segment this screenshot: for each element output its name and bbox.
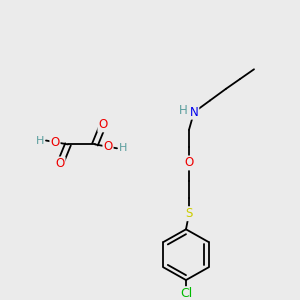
Text: O: O xyxy=(50,136,60,149)
Text: H: H xyxy=(36,136,44,146)
Text: H: H xyxy=(119,143,128,153)
Text: O: O xyxy=(56,158,64,170)
Text: S: S xyxy=(185,207,193,220)
Text: O: O xyxy=(98,118,108,131)
Text: O: O xyxy=(103,140,112,153)
Text: Cl: Cl xyxy=(180,287,192,300)
Text: H: H xyxy=(178,104,188,117)
Text: N: N xyxy=(190,106,198,119)
Text: O: O xyxy=(184,157,194,169)
